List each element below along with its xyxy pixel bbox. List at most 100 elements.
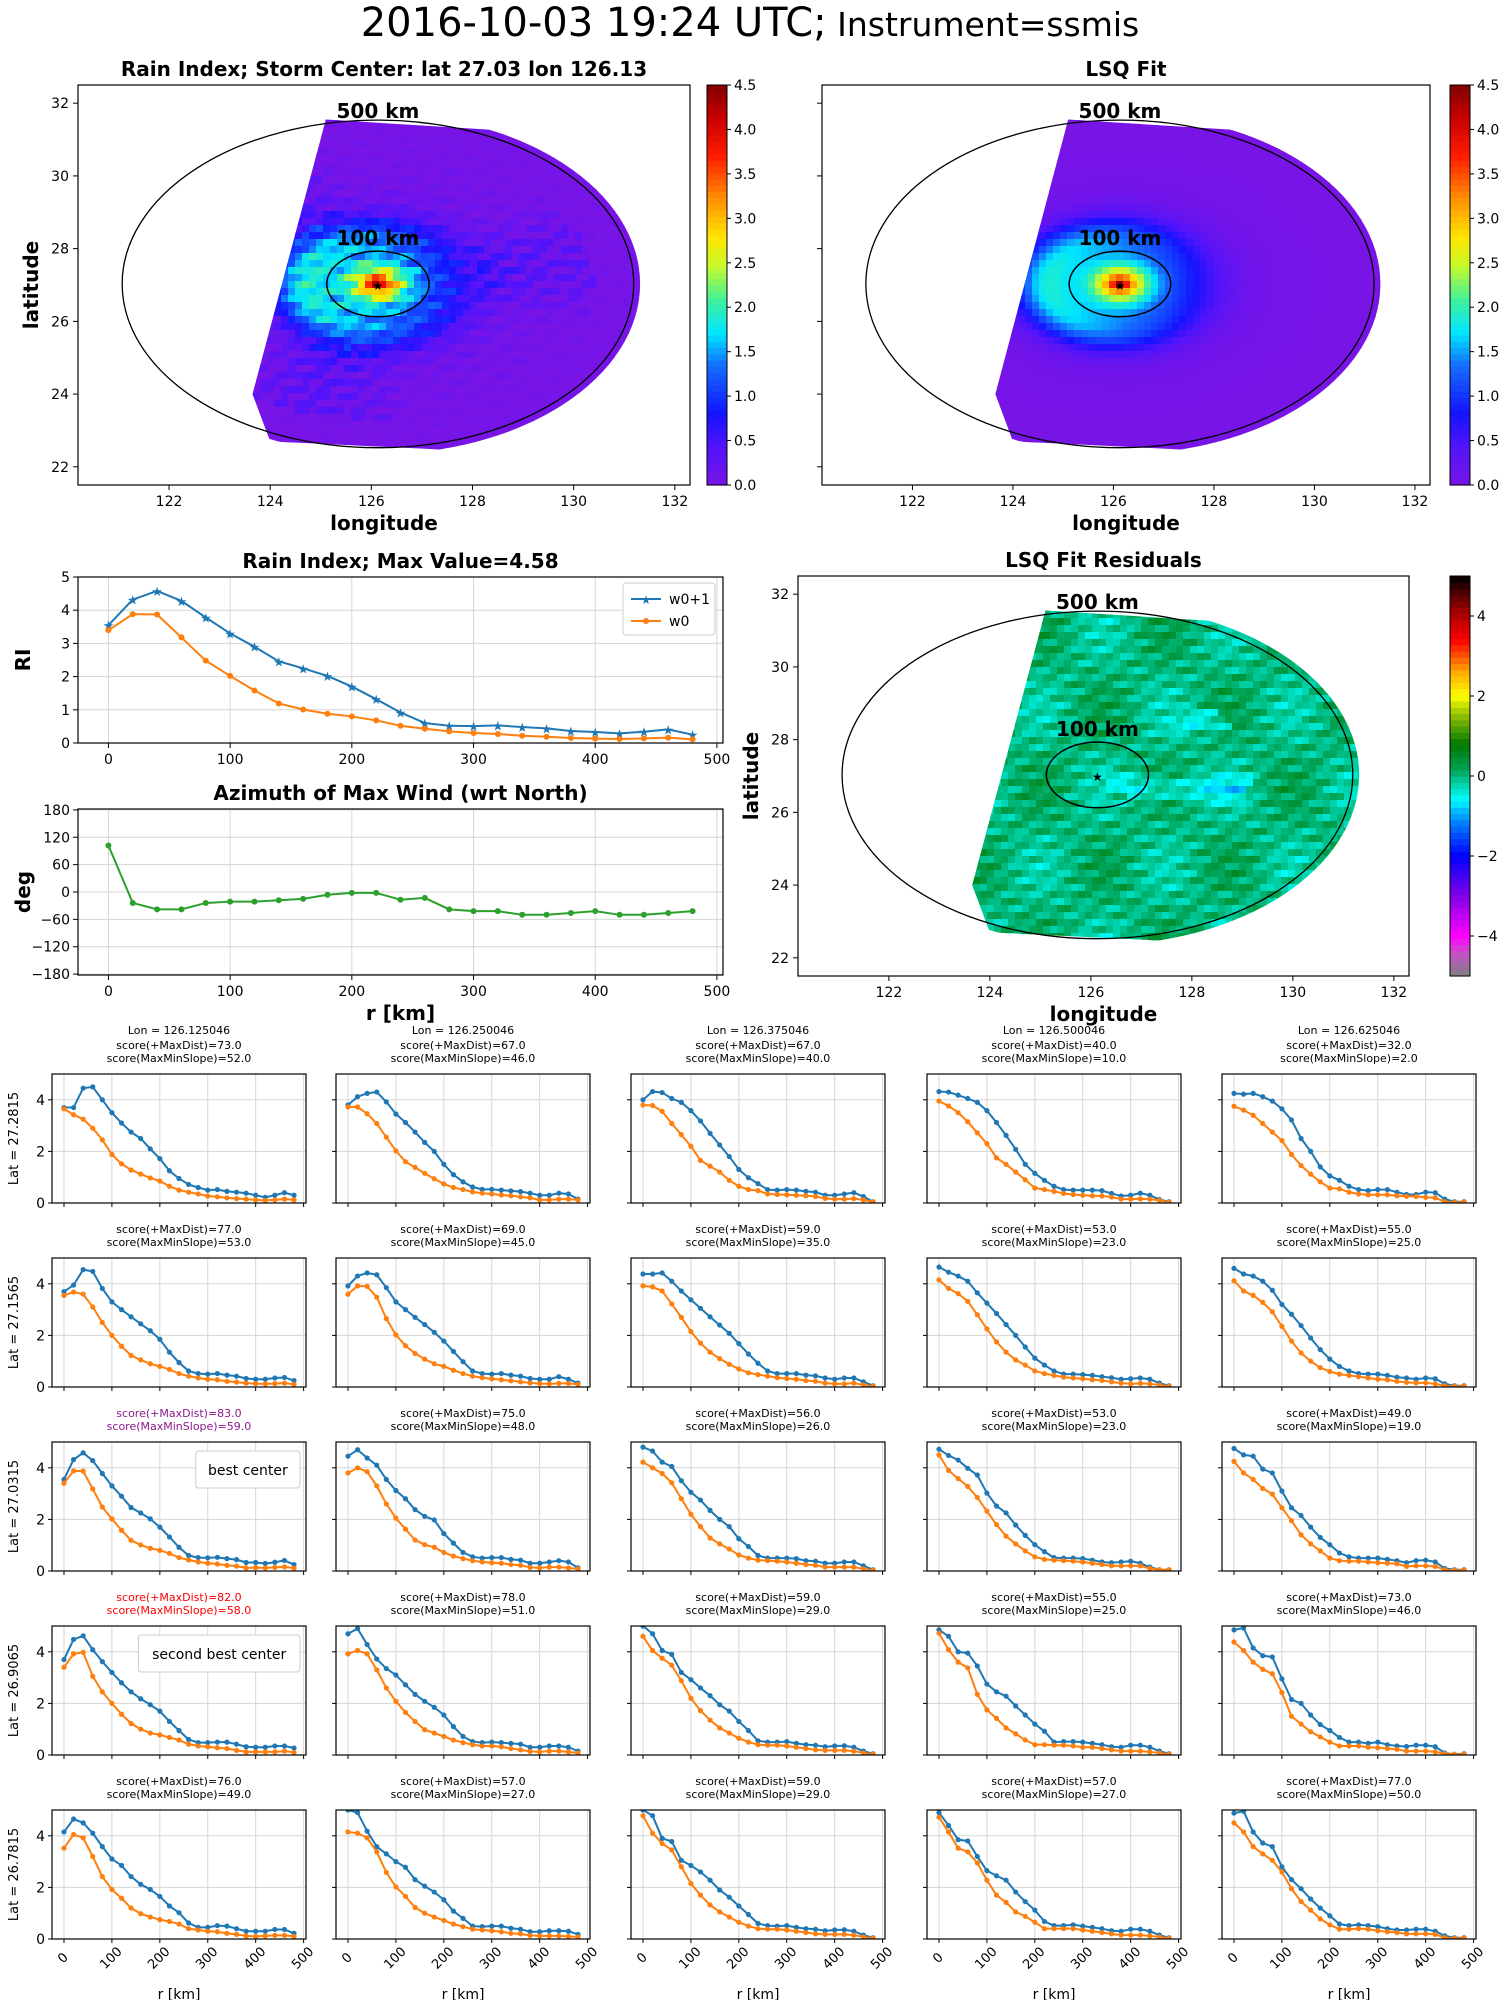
field-cell xyxy=(484,260,492,268)
field-cell xyxy=(344,260,352,268)
field-cell xyxy=(379,120,387,128)
field-cell xyxy=(484,155,492,163)
field-cell xyxy=(582,253,590,261)
field-cell xyxy=(456,155,464,163)
field-cell xyxy=(330,330,338,338)
field-cell xyxy=(596,309,604,317)
field-cell xyxy=(575,232,583,240)
field-cell xyxy=(428,386,436,394)
field-cell xyxy=(295,309,303,317)
field-cell xyxy=(428,309,436,317)
field-cell xyxy=(260,379,268,387)
field-cell xyxy=(295,323,303,331)
field-cell xyxy=(526,337,534,345)
field-cell xyxy=(288,400,296,408)
field-cell xyxy=(547,274,555,282)
field-cell xyxy=(540,218,548,226)
field-cell xyxy=(505,260,513,268)
field-cell xyxy=(421,400,429,408)
field-cell xyxy=(617,281,625,289)
field-cell xyxy=(540,169,548,177)
field-cell xyxy=(561,358,569,366)
field-cell xyxy=(561,218,569,226)
field-cell xyxy=(512,232,520,240)
field-cell xyxy=(302,414,310,422)
field-cell xyxy=(484,141,492,149)
field-cell xyxy=(288,393,296,401)
field-cell xyxy=(428,337,436,345)
field-cell xyxy=(400,260,408,268)
field-cell xyxy=(568,232,576,240)
field-cell xyxy=(498,183,506,191)
field-cell xyxy=(337,372,345,380)
field-cell xyxy=(379,176,387,184)
field-cell xyxy=(561,295,569,303)
field-cell xyxy=(372,155,380,163)
field-cell xyxy=(274,400,282,408)
field-cell xyxy=(428,155,436,163)
field-cell xyxy=(274,358,282,366)
field-cell xyxy=(617,267,625,275)
field-cell xyxy=(568,169,576,177)
field-cell xyxy=(330,204,338,212)
field-cell xyxy=(463,316,471,324)
field-cell xyxy=(379,197,387,205)
field-cell xyxy=(400,379,408,387)
field-cell xyxy=(582,197,590,205)
field-cell xyxy=(442,323,450,331)
field-cell xyxy=(407,288,415,296)
field-cell xyxy=(323,337,331,345)
field-cell xyxy=(295,358,303,366)
field-cell xyxy=(610,323,618,331)
field-cell xyxy=(470,365,478,373)
field-cell xyxy=(442,246,450,254)
field-cell xyxy=(435,218,443,226)
field-cell xyxy=(596,218,604,226)
field-cell xyxy=(344,337,352,345)
field-cell xyxy=(435,442,443,450)
field-cell xyxy=(561,197,569,205)
field-cell xyxy=(372,288,380,296)
field-cell xyxy=(267,421,275,429)
field-cell xyxy=(505,393,513,401)
field-cell xyxy=(442,414,450,422)
field-cell xyxy=(449,337,457,345)
field-cell xyxy=(589,204,597,212)
field-cell xyxy=(267,407,275,415)
field-cell xyxy=(386,344,394,352)
field-cell xyxy=(309,330,317,338)
field-cell xyxy=(323,197,331,205)
field-cell xyxy=(260,351,268,359)
field-cell xyxy=(442,183,450,191)
field-cell xyxy=(344,176,352,184)
field-cell xyxy=(463,260,471,268)
field-cell xyxy=(386,428,394,436)
field-cell xyxy=(358,127,366,135)
field-cell xyxy=(470,414,478,422)
field-cell xyxy=(274,414,282,422)
field-cell xyxy=(372,274,380,282)
field-cell xyxy=(603,232,611,240)
field-cell xyxy=(421,323,429,331)
field-cell xyxy=(498,239,506,247)
field-cell xyxy=(491,211,499,219)
field-cell xyxy=(323,190,331,198)
field-cell xyxy=(547,190,555,198)
field-cell xyxy=(631,260,639,268)
field-cell xyxy=(358,421,366,429)
field-cell xyxy=(407,127,415,135)
field-cell xyxy=(589,267,597,275)
field-cell xyxy=(400,232,408,240)
field-cell xyxy=(456,379,464,387)
field-cell xyxy=(414,218,422,226)
field-cell xyxy=(477,379,485,387)
field-cell xyxy=(498,134,506,142)
field-cell xyxy=(610,246,618,254)
field-cell xyxy=(316,421,324,429)
field-cell xyxy=(470,246,478,254)
field-cell xyxy=(498,190,506,198)
field-cell xyxy=(302,400,310,408)
field-cell xyxy=(372,253,380,261)
field-cell xyxy=(407,386,415,394)
field-cell xyxy=(540,162,548,170)
